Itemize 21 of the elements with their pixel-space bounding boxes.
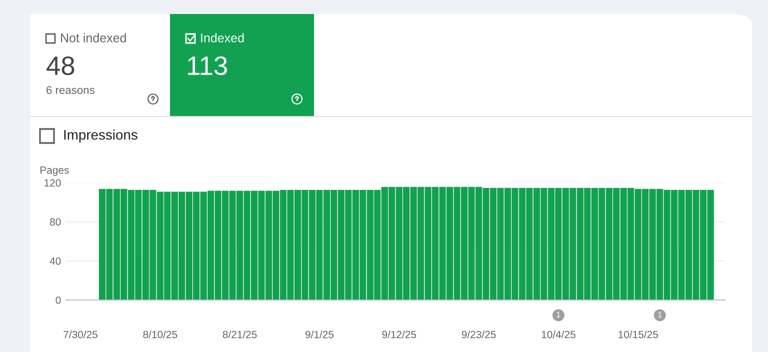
annotation: 1: [658, 312, 662, 318]
x-tick-label: 10/15/25: [618, 330, 658, 338]
x-tick-label: 9/1/25: [305, 330, 334, 338]
text: 113: [188, 56, 227, 76]
y-tick-label: 80: [50, 218, 61, 226]
text: 6 reasons: [46, 86, 94, 94]
x-tick-label: 7/30/25: [64, 330, 98, 338]
x-tick-label: 8/10/25: [143, 330, 178, 338]
y-tick-label: 40: [50, 257, 61, 265]
text: Not indexed: [61, 33, 126, 42]
text: Indexed: [201, 33, 244, 42]
annotation: 1: [556, 312, 560, 318]
text: Impressions: [64, 130, 138, 142]
y-axis-title: Pages: [40, 166, 69, 176]
x-tick-label: 8/21/25: [222, 330, 257, 338]
x-tick-label: 9/23/25: [462, 330, 496, 338]
x-tick-label: 10/4/25: [542, 330, 576, 338]
y-tick-label: 0: [56, 296, 61, 304]
x-tick-label: 9/12/25: [382, 330, 416, 338]
text: 48: [46, 56, 74, 76]
y-tick-label: 120: [44, 179, 61, 187]
